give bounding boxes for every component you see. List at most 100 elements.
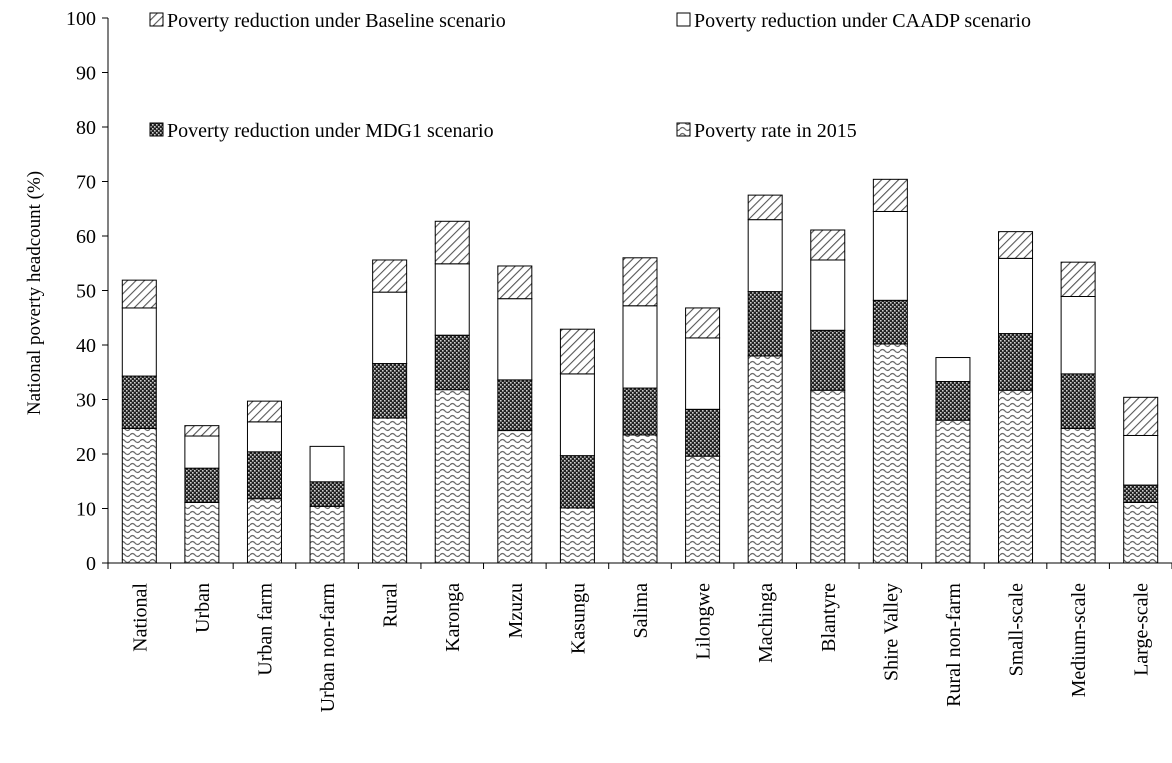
legend-label: Poverty rate in 2015 [694,120,857,142]
bar-segment [309,481,345,507]
bar-segment [497,298,533,381]
y-axis-label: National poverty headcount (%) [24,171,45,415]
bar-segment [872,299,908,345]
y-tick-label: 90 [76,63,96,85]
bar-segment [434,220,470,265]
x-tick-label: Karonga [442,583,464,652]
bar-segment [1123,434,1159,486]
x-tick-label: Salima [630,583,652,639]
bar-segment [685,337,721,410]
bar-segment [747,219,783,293]
x-tick-label: Mzuzu [505,583,527,639]
bar-segment [747,355,783,564]
bar-segment [434,263,470,336]
y-tick-label: 0 [86,553,96,575]
bar-segment [184,435,220,469]
y-tick-label: 30 [76,390,96,412]
bar-segment [184,502,220,564]
bar-segment [872,210,908,301]
bar-segment [1123,484,1159,504]
legend-swatch [676,12,691,27]
bar-segment [559,455,595,509]
bar-segment [309,445,345,483]
bar-segment [497,265,533,300]
bar-segment [747,291,783,357]
bar-segment [246,451,282,500]
bar-segment [184,467,220,504]
bar-segment [998,333,1034,391]
x-tick-label: Small-scale [1006,583,1028,676]
bar-segment [121,279,157,309]
bar-segment [372,417,408,564]
bar-segment [622,434,658,564]
bar-segment [121,307,157,377]
bar-segment [309,505,345,564]
x-tick-label: Rural non-farm [943,583,965,707]
bar-segment [747,194,783,221]
y-tick-label: 40 [76,335,96,357]
bar-segment [622,387,658,436]
bar-segment [622,257,658,307]
legend-label: Poverty reduction under MDG1 scenario [167,120,494,142]
bar-segment [184,425,220,437]
bar-segment [246,421,282,453]
y-tick-label: 100 [66,8,96,30]
y-tick-label: 80 [76,117,96,139]
legend-label: Poverty reduction under Baseline scenari… [167,10,506,32]
legend-swatch [676,122,691,137]
bar-segment [434,389,470,564]
bar-segment [1123,502,1159,564]
legend-label: Poverty reduction under CAADP scenario [694,10,1031,32]
bar-segment [497,430,533,564]
bar-segment [559,328,595,375]
bar-segment [810,259,846,331]
x-tick-label: National [129,583,151,652]
bar-segment [434,334,470,391]
bar-segment [1123,396,1159,436]
bar-segment [497,379,533,432]
legend-swatch [149,12,164,27]
bar-segment [872,343,908,564]
y-tick-label: 20 [76,444,96,466]
x-tick-label: Large-scale [1131,583,1153,676]
bar-segment [810,389,846,564]
bar-segment [1060,373,1096,429]
bar-segment [1060,261,1096,297]
x-tick-label: Urban farm [254,583,276,676]
y-tick-label: 60 [76,226,96,248]
x-tick-label: Blantyre [818,583,840,652]
bar-segment [935,419,971,564]
x-tick-label: Rural [380,583,402,628]
bar-segment [372,259,408,293]
bar-segment [1060,295,1096,375]
x-tick-label: Kasungu [567,583,589,654]
bar-segment [559,373,595,457]
bar-segment [559,507,595,564]
x-tick-label: Lilongwe [693,583,715,660]
x-tick-label: Medium-scale [1068,583,1090,698]
bar-segment [121,427,157,564]
bar-segment [246,400,282,423]
y-tick-label: 10 [76,499,96,521]
bar-segment [685,408,721,457]
bar-segment [810,229,846,261]
bar-segment [935,357,971,383]
bar-segment [935,381,971,421]
bar-segment [1060,427,1096,564]
bar-segment [872,178,908,212]
x-tick-label: Shire Valley [880,583,902,681]
bar-segment [685,455,721,564]
x-tick-label: Urban [192,583,214,633]
x-tick-label: Urban non-farm [317,583,339,713]
bar-segment [372,291,408,365]
x-tick-label: Machinga [755,583,777,663]
y-tick-label: 70 [76,172,96,194]
y-tick-label: 50 [76,281,96,303]
bar-segment [998,231,1034,259]
bar-segment [685,307,721,339]
bar-segment [372,363,408,419]
legend-swatch [149,122,164,137]
bar-segment [998,389,1034,564]
